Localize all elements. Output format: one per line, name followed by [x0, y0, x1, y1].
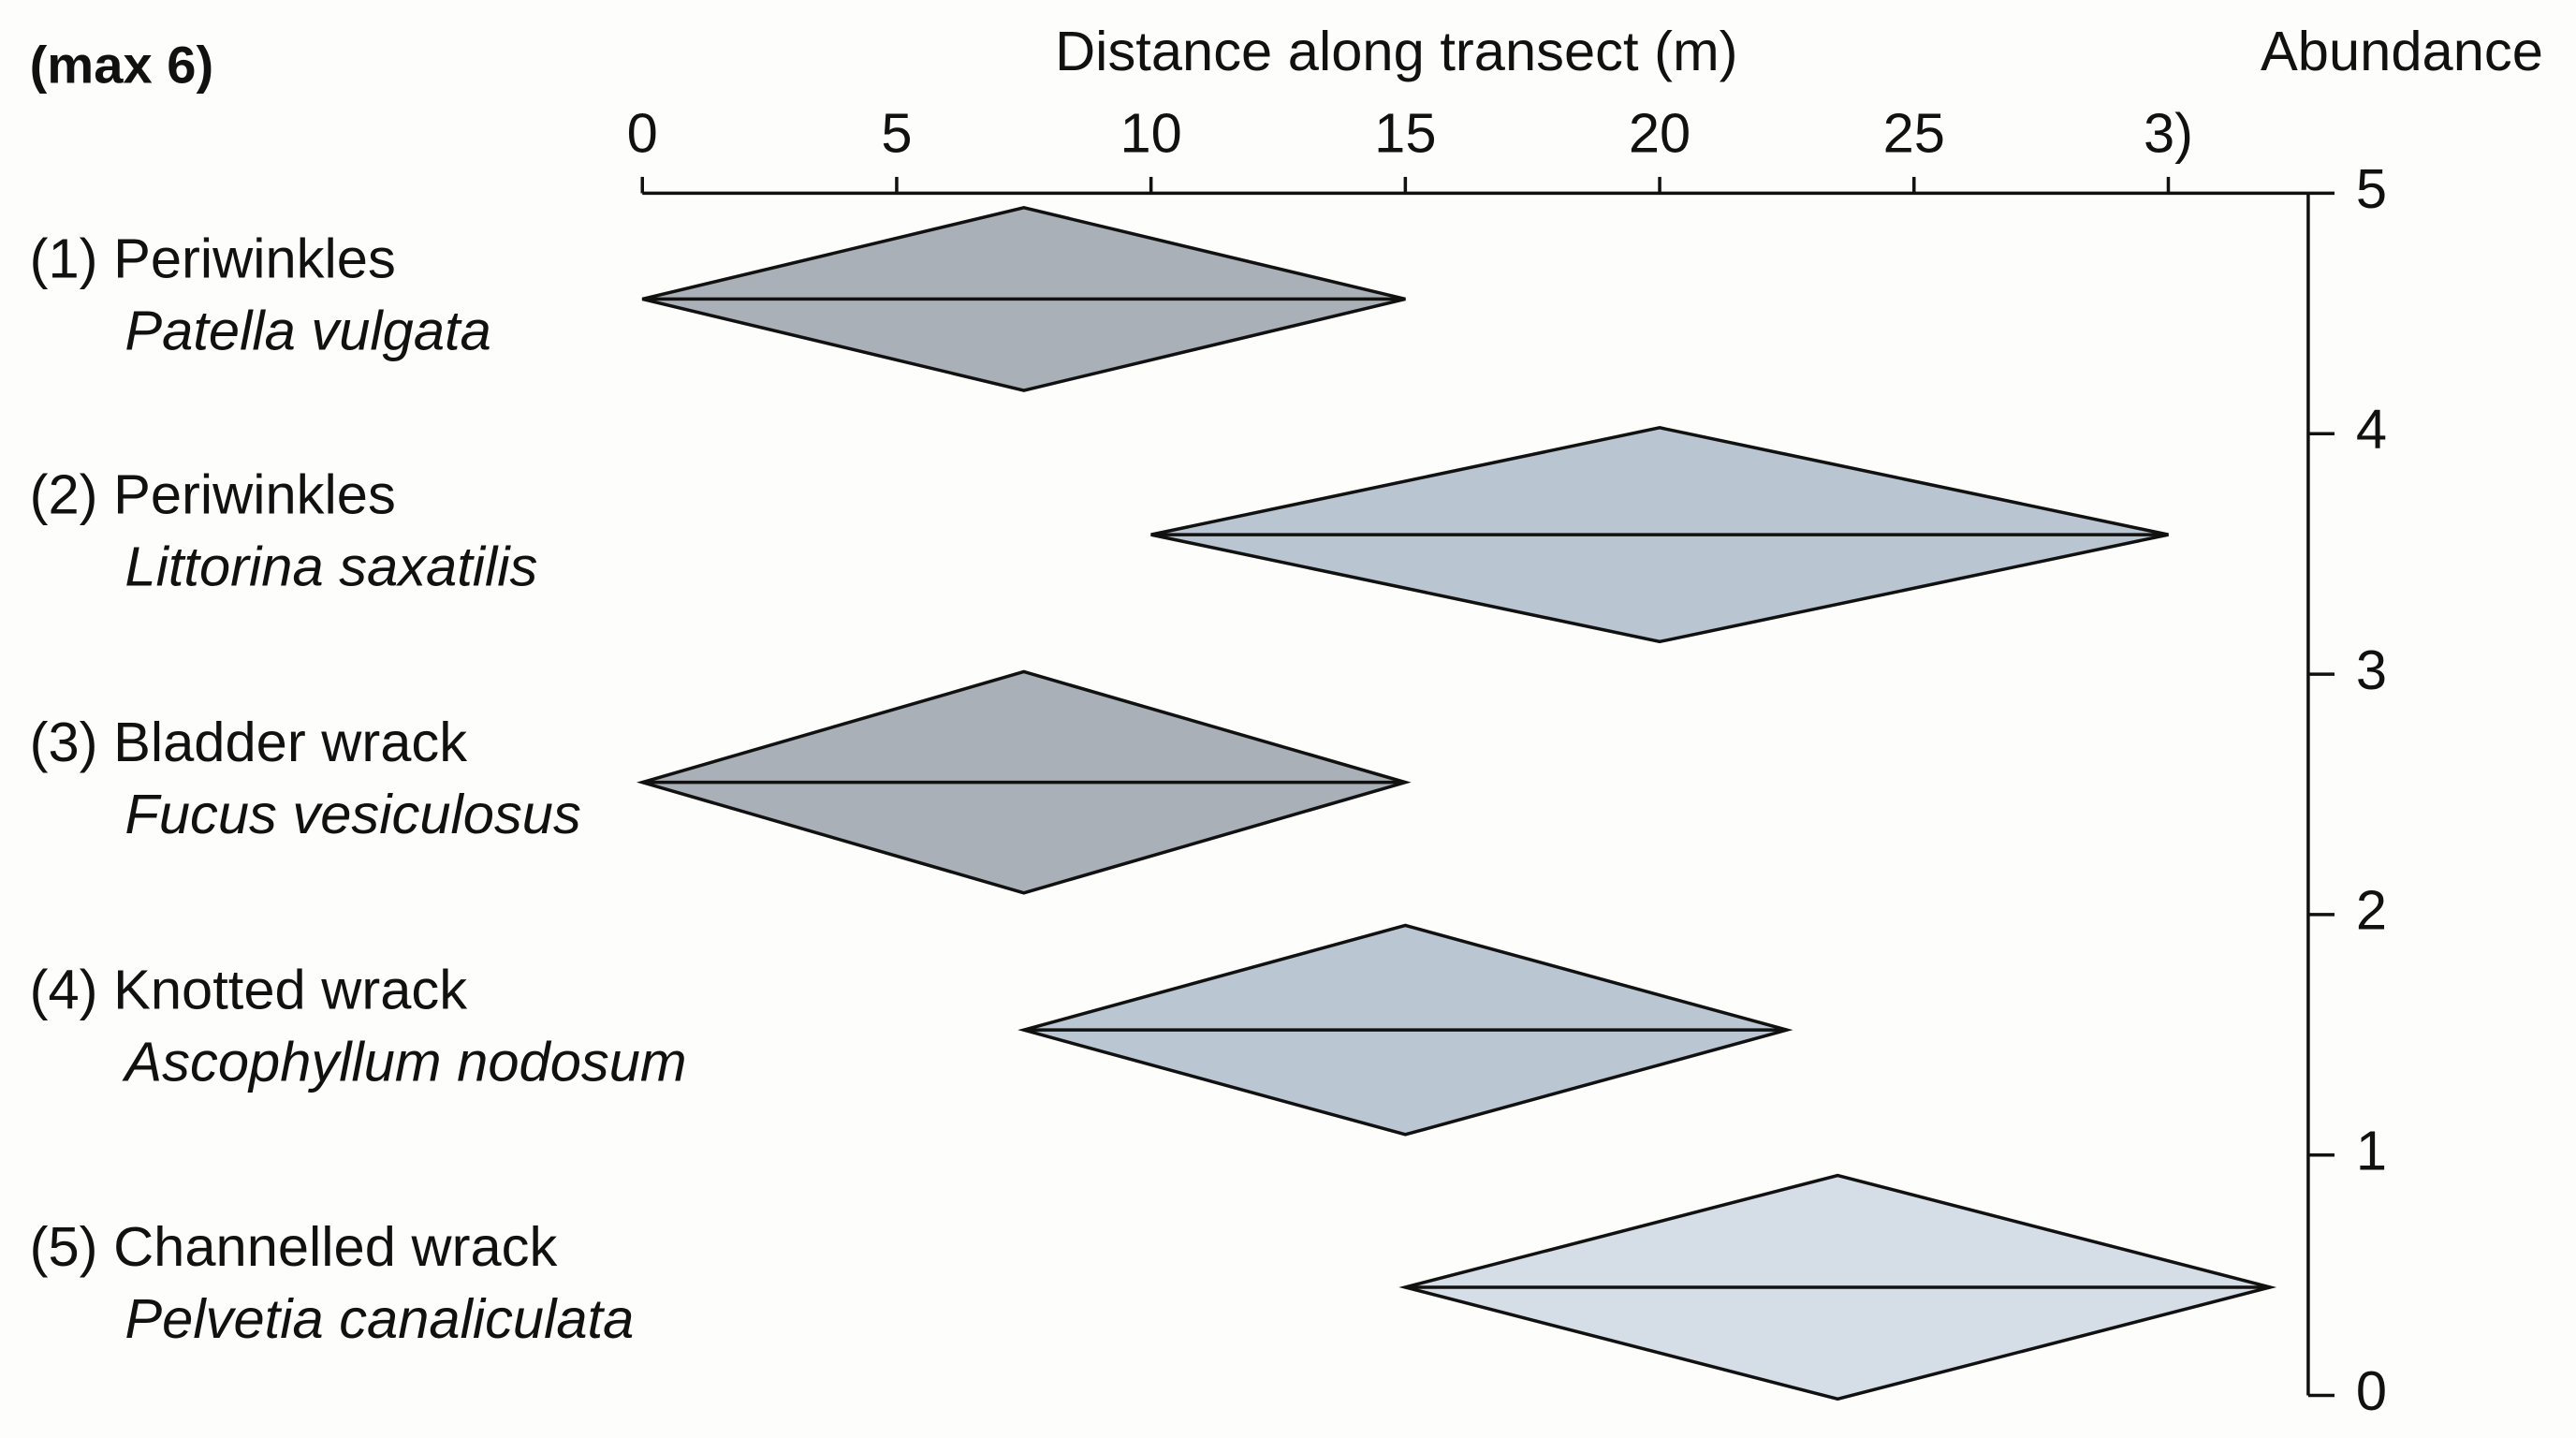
y-tick-label: 4: [2356, 398, 2387, 461]
x-tick-label: 5: [881, 102, 912, 165]
series-name: (3) Bladder wrack: [30, 711, 468, 773]
corner-label: (max 6): [30, 35, 214, 94]
x-tick-label: 10: [1120, 102, 1181, 165]
x-tick-label: 0: [627, 102, 658, 165]
x-tick-label: 3): [2144, 102, 2193, 165]
species-name: Pelvetia canaliculata: [124, 1287, 634, 1350]
y-tick-label: 1: [2356, 1119, 2387, 1181]
series-name: (2) Periwinkles: [30, 462, 396, 525]
series-name: (1) Periwinkles: [30, 227, 396, 290]
x-tick-label: 25: [1883, 102, 1945, 165]
y-tick-label: 3: [2356, 638, 2387, 701]
y-tick-label: 2: [2356, 879, 2387, 942]
series-name: (4) Knotted wrack: [30, 958, 468, 1020]
species-name: Ascophyllum nodosum: [122, 1030, 686, 1093]
chart-title: Distance along transect (m): [1055, 20, 1737, 82]
y-tick-label: 0: [2356, 1359, 2387, 1422]
series-name: (5) Channelled wrack: [30, 1215, 558, 1278]
x-tick-label: 15: [1374, 102, 1436, 165]
x-tick-label: 20: [1629, 102, 1690, 165]
species-name: Littorina saxatilis: [124, 535, 537, 597]
species-name: Fucus vesiculosus: [124, 783, 580, 845]
species-name: Patella vulgata: [124, 300, 490, 362]
y-tick-label: 5: [2356, 157, 2387, 220]
y-axis-label: Abundance: [2261, 20, 2543, 82]
